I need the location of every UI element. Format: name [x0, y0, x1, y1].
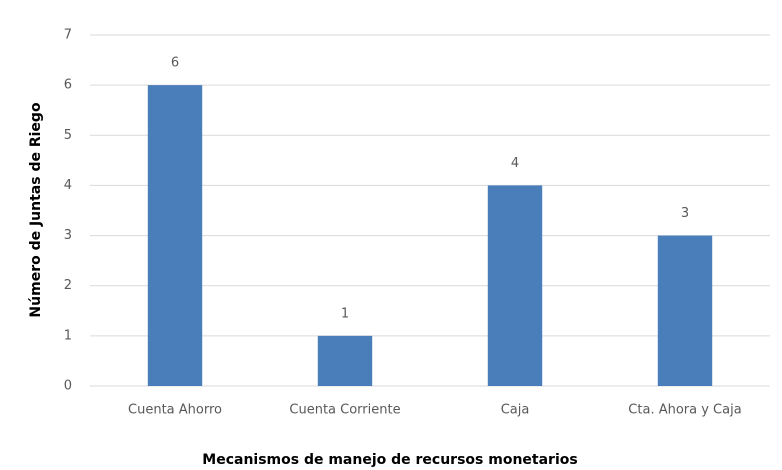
y-tick-label: 2 [64, 278, 72, 293]
data-label: 1 [341, 306, 349, 321]
y-tick-label: 1 [64, 328, 72, 343]
y-tick-label: 5 [64, 128, 72, 143]
y-tick-label: 7 [64, 28, 72, 43]
y-axis-title: Número de Juntas de Riego [28, 102, 44, 318]
x-tick-label: Cuenta Ahorro [128, 403, 222, 418]
x-tick-label: Cuenta Corriente [289, 403, 400, 418]
bar [487, 185, 543, 386]
y-tick-label: 4 [64, 178, 72, 193]
y-tick-label: 0 [64, 379, 72, 394]
bar [317, 335, 373, 386]
x-axis-title: Mecanismos de manejo de recursos monetar… [202, 452, 577, 468]
data-label: 4 [511, 156, 519, 171]
data-label: 6 [171, 56, 179, 71]
y-tick-label: 3 [64, 228, 72, 243]
bar [147, 85, 203, 387]
y-tick-label: 6 [64, 78, 72, 93]
bar [657, 235, 713, 386]
data-label: 3 [681, 206, 689, 221]
x-tick-label: Cta. Ahora y Caja [628, 403, 741, 418]
x-tick-label: Caja [501, 403, 530, 418]
